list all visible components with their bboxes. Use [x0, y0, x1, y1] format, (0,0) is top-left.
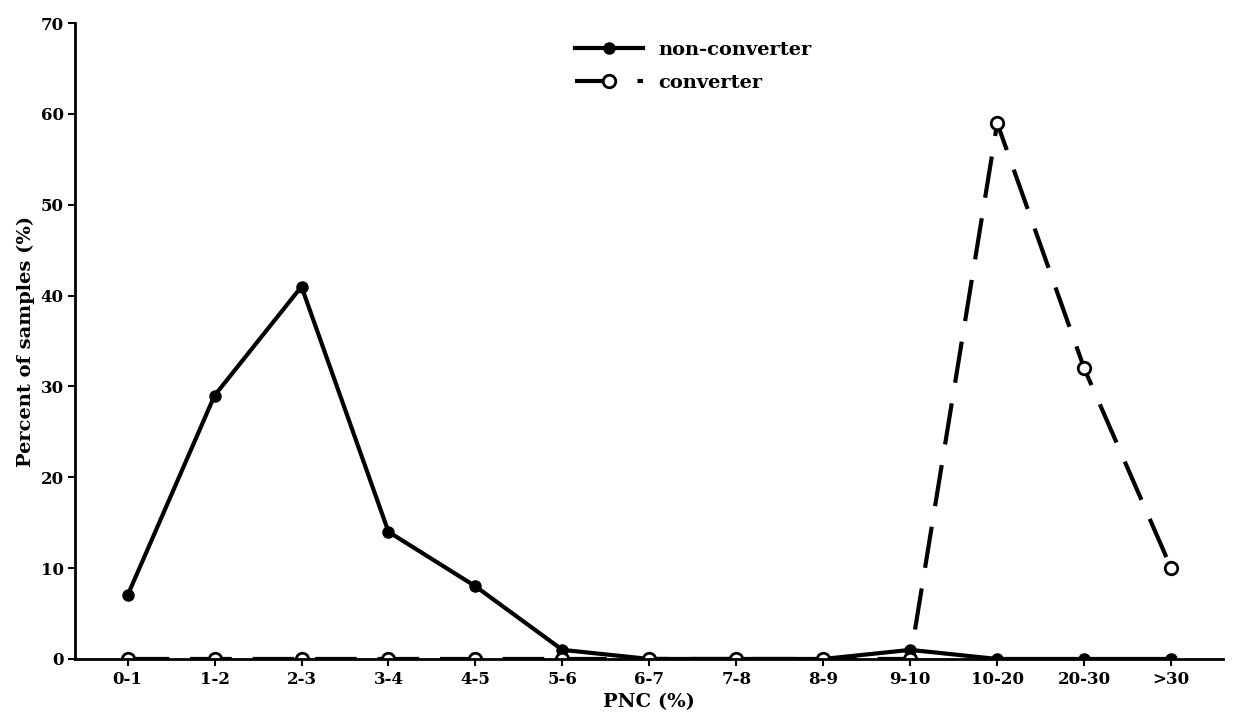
non-converter	[381, 528, 396, 537]
Y-axis label: Percent of samples (%): Percent of samples (%)	[16, 215, 35, 467]
Line: non-converter: non-converter	[122, 281, 1177, 665]
converter	[294, 654, 309, 663]
converter	[467, 654, 482, 663]
Line: converter: converter	[122, 116, 1178, 665]
converter	[120, 654, 135, 663]
converter	[1163, 563, 1178, 572]
non-converter	[294, 282, 309, 291]
converter	[642, 654, 657, 663]
Legend: non-converter, converter: non-converter, converter	[567, 33, 820, 100]
non-converter	[1076, 654, 1091, 663]
non-converter	[120, 591, 135, 600]
converter	[207, 654, 222, 663]
converter	[729, 654, 744, 663]
non-converter	[816, 654, 831, 663]
converter	[556, 654, 570, 663]
non-converter	[1163, 654, 1178, 663]
converter	[381, 654, 396, 663]
converter	[816, 654, 831, 663]
X-axis label: PNC (%): PNC (%)	[604, 693, 696, 711]
non-converter	[642, 654, 657, 663]
non-converter	[556, 646, 570, 654]
non-converter	[207, 391, 222, 400]
non-converter	[990, 654, 1004, 663]
non-converter	[729, 654, 744, 663]
non-converter	[467, 582, 482, 590]
converter	[990, 119, 1004, 127]
converter	[1076, 364, 1091, 373]
converter	[903, 654, 918, 663]
non-converter	[903, 646, 918, 654]
